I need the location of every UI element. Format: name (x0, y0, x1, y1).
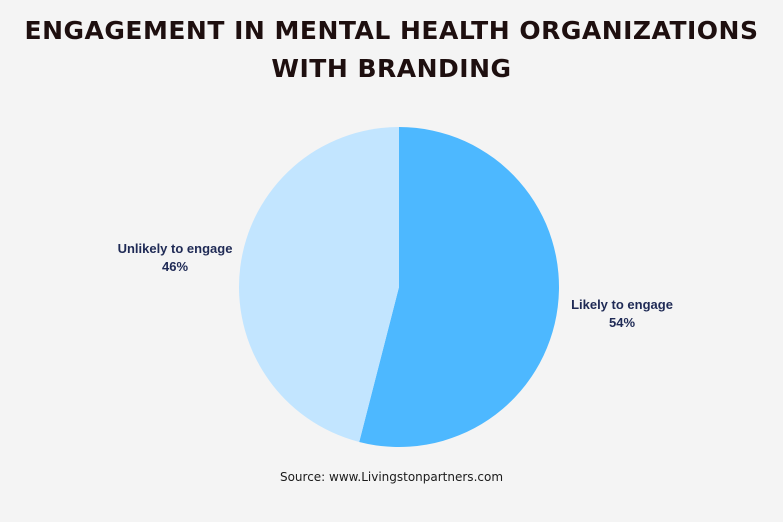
label-likely-to-engage: Likely to engage 54% (552, 296, 692, 332)
label-unlikely-pct: 46% (161, 259, 189, 274)
chart-title-line-2: WITH BRANDING (271, 54, 512, 83)
label-unlikely-name: Unlikely to engage (117, 241, 233, 256)
source-caption: Source: www.Livingstonpartners.com (279, 470, 504, 484)
label-likely-name: Likely to engage (571, 297, 673, 312)
label-unlikely-to-engage: Unlikely to engage 46% (100, 240, 250, 276)
pie-slice-unlikely-to-engage (239, 127, 399, 442)
chart-title-line-1: ENGAGEMENT IN MENTAL HEALTH ORGANIZATION… (24, 16, 759, 45)
label-likely-pct: 54% (608, 315, 636, 330)
pie-slice-likely-to-engage (359, 127, 560, 447)
